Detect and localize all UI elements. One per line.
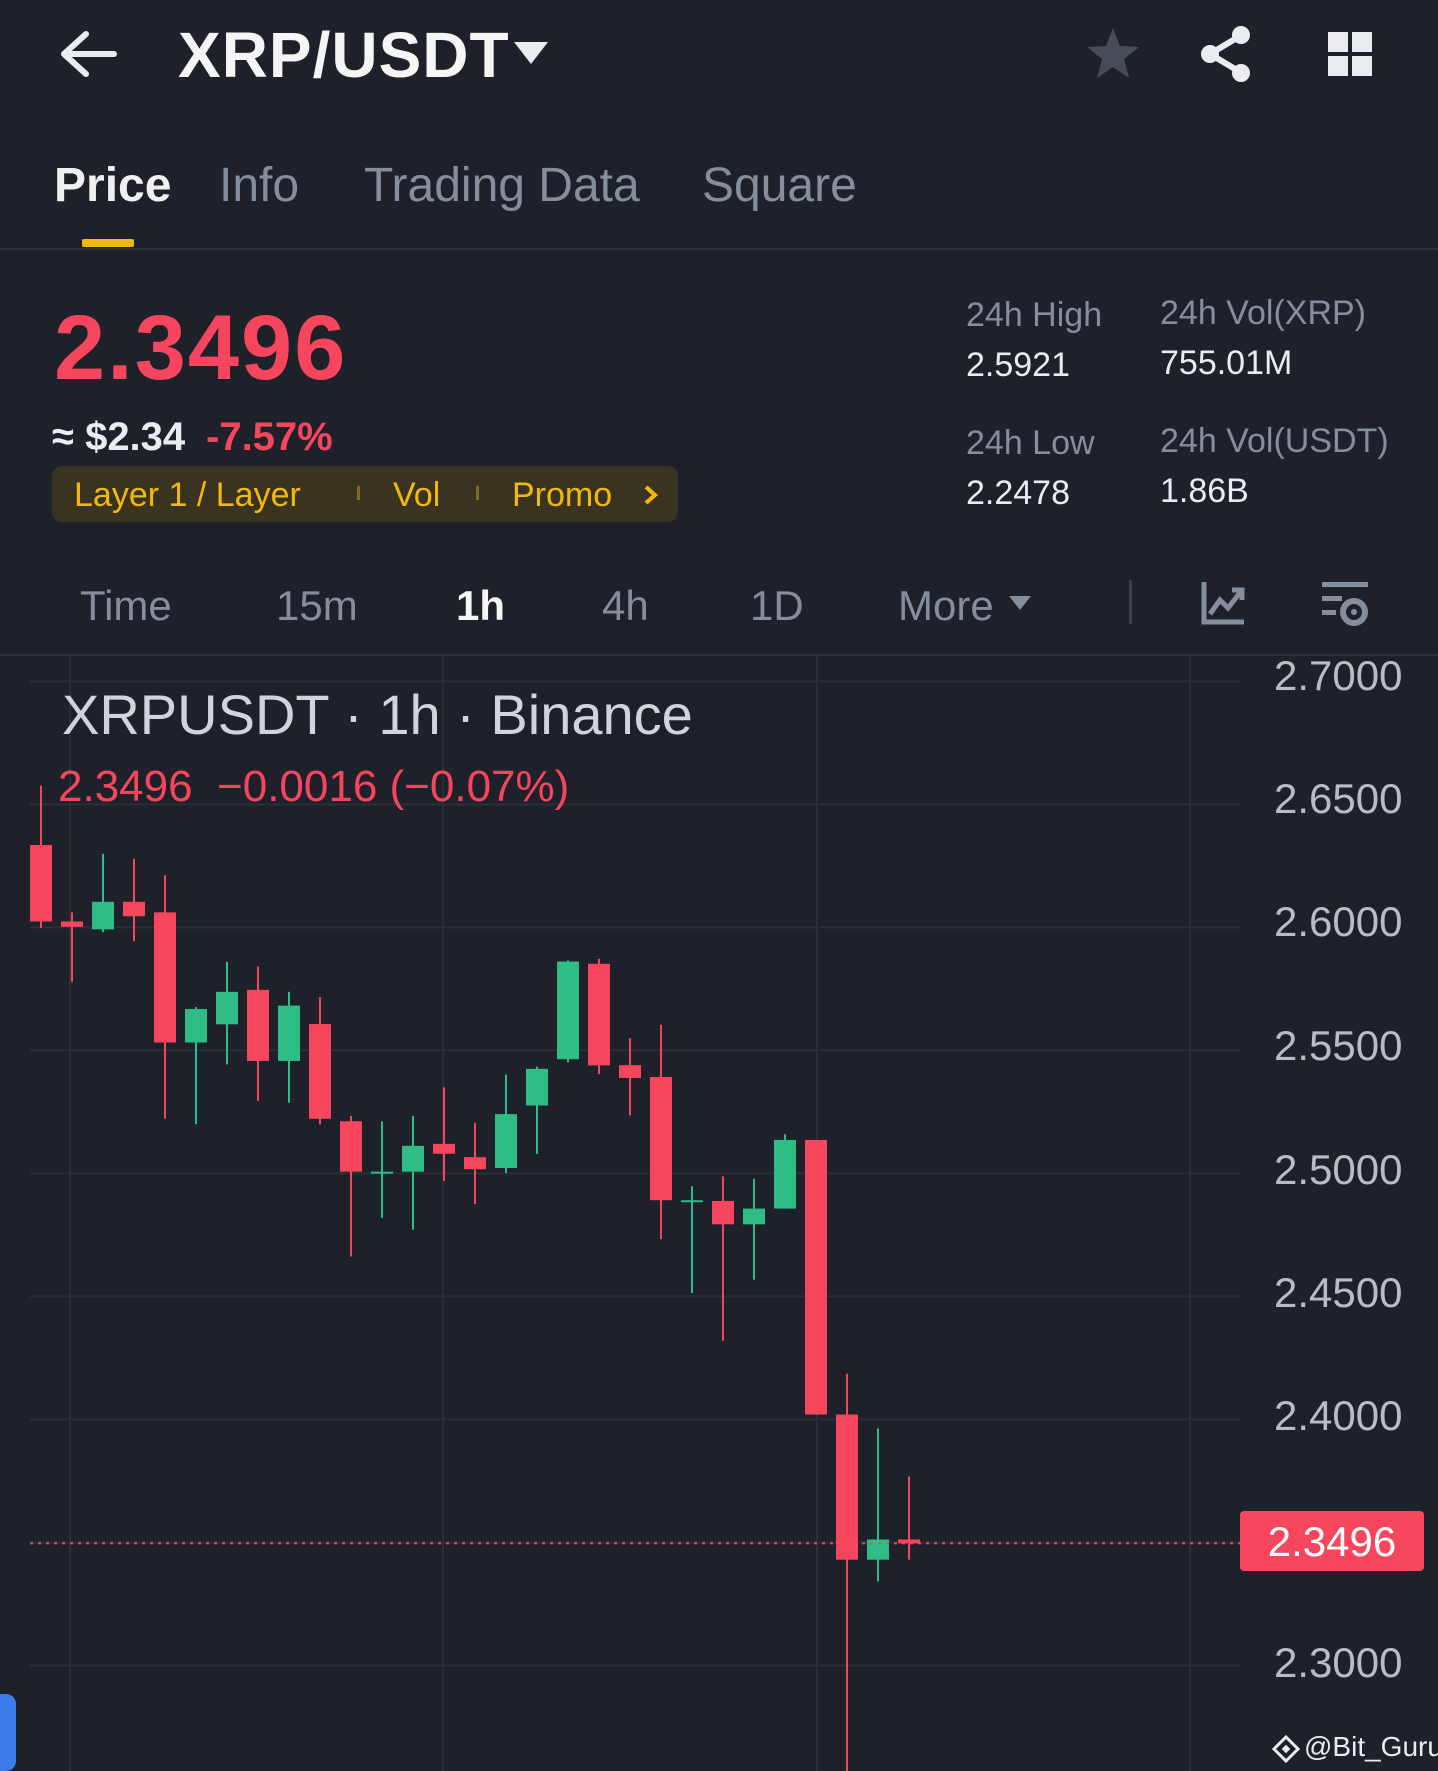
candle-up [743,1208,765,1225]
back-arrow-icon[interactable] [56,26,120,82]
chart-title: XRPUSDT · 1h · Binance [62,683,693,746]
candle-down [309,1024,331,1119]
stat-high-value: 2.5921 [966,346,1070,384]
candle-down [154,912,176,1043]
candle-down [464,1157,486,1170]
y-tick-label: 2.4500 [1274,1269,1403,1316]
candle-down [61,921,83,927]
candle-down [588,963,610,1066]
star-icon[interactable] [1083,24,1143,84]
tag-promo[interactable]: Promo [512,476,613,514]
active-tab-indicator [82,239,134,247]
candle-down [619,1065,641,1078]
y-tick-label: 2.6000 [1274,898,1403,945]
y-tick-label: 2.5000 [1274,1146,1403,1193]
tag-vol[interactable]: Vol [393,476,441,514]
tab-info[interactable]: Info [219,159,300,212]
share-icon[interactable] [1196,24,1256,84]
candle-up [867,1539,889,1560]
interval-more[interactable]: More [898,582,994,629]
current-price-label: 2.3496 [1240,1511,1424,1571]
interval-1h[interactable]: 1h [456,582,506,629]
candle-down [247,989,269,1061]
caret-down-icon[interactable] [512,38,550,68]
chart-settings-icon[interactable] [1320,578,1370,628]
chart-divider [0,654,1438,656]
stat-vol-xrp-value: 755.01M [1160,344,1293,382]
candle-up [402,1145,424,1172]
candle-up [278,1005,300,1061]
candle-down [898,1539,920,1544]
price-change-percent: -7.57% [206,415,333,459]
candle-down [123,901,145,917]
tab-price[interactable]: Price [54,159,172,212]
pair-title[interactable]: XRP/USDT [178,19,510,91]
candle-up [495,1114,517,1168]
interval-1d[interactable]: 1D [750,582,804,629]
stat-low-label: 24h Low [966,424,1095,462]
binance-logo-icon [1271,1734,1301,1764]
candle-down [30,844,52,922]
candlestick-chart[interactable] [0,656,1438,1771]
tag-separator [357,486,360,500]
tag-layer[interactable]: Layer 1 / Layer [74,476,301,514]
chevron-right-icon [642,484,660,506]
y-tick-label: 2.7000 [1274,652,1403,699]
tag-bar[interactable] [52,466,678,522]
candle-up [92,901,114,930]
stat-vol-xrp-label: 24h Vol(XRP) [1160,294,1366,332]
candle-up [526,1068,548,1106]
tab-square[interactable]: Square [702,159,857,212]
indicator-icon[interactable] [1198,578,1248,628]
interval-separator [1129,580,1132,624]
candle-down [712,1200,734,1225]
side-drawer-tab[interactable] [0,1694,16,1771]
stat-vol-usdt-value: 1.86B [1160,472,1249,510]
candle-up [216,991,238,1025]
tab-trading-data[interactable]: Trading Data [364,159,640,212]
candle-up [557,961,579,1060]
y-tick-label: 2.5500 [1274,1022,1403,1069]
candle-up [185,1009,207,1043]
grid-icon[interactable] [1320,24,1380,84]
watermark: @Bit_Guru [1304,1731,1438,1762]
chart-ohlc-line: 2.3496 −0.0016 (−0.07%) [58,762,570,811]
candle-down [805,1139,827,1415]
stat-low-value: 2.2478 [966,474,1070,512]
candle-down [650,1076,672,1201]
y-tick-label: 2.6500 [1274,775,1403,822]
candle-down [433,1143,455,1154]
y-tick-label: 2.3000 [1274,1639,1403,1686]
candle-up [371,1171,393,1174]
interval-time[interactable]: Time [80,582,172,629]
candle-up [774,1139,796,1209]
approx-usd-price: ≈ $2.34 [52,415,186,459]
interval-15m[interactable]: 15m [276,582,358,629]
more-caret-icon[interactable] [1008,594,1032,612]
stat-high-label: 24h High [966,296,1103,334]
tag-separator [476,486,479,500]
candle-up [681,1200,703,1203]
tabs-divider [0,248,1438,250]
candle-down [836,1414,858,1560]
candle-down [340,1121,362,1172]
interval-4h[interactable]: 4h [602,582,649,629]
last-price: 2.3496 [54,297,348,399]
stat-vol-usdt-label: 24h Vol(USDT) [1160,422,1389,460]
y-tick-label: 2.4000 [1274,1392,1403,1439]
